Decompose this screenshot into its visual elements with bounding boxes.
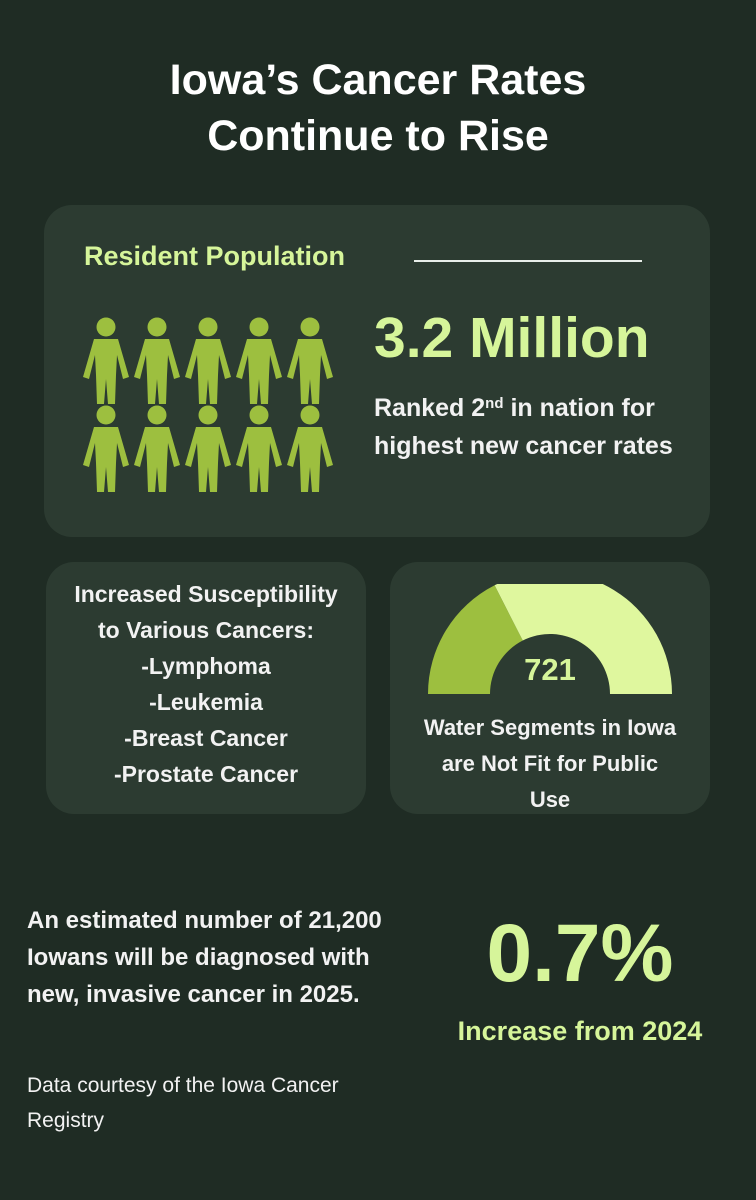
population-heading: Resident Population xyxy=(84,241,346,271)
cancer-list-item: -Prostate Cancer xyxy=(113,761,299,787)
people-icon-grid xyxy=(80,317,340,497)
rank-superscript: nd xyxy=(485,395,504,412)
person-icon xyxy=(236,405,282,492)
cancer-type-list: Increased Susceptibility to Various Cance… xyxy=(46,576,366,792)
gauge-filled-segment xyxy=(428,585,523,694)
person-icon xyxy=(236,317,282,404)
person-icon xyxy=(83,317,129,404)
gauge-icon xyxy=(428,584,672,694)
page-title: Iowa’s Cancer Rates Continue to Rise xyxy=(0,52,756,164)
person-icon xyxy=(134,405,180,492)
cancer-list-item: to Various Cancers: xyxy=(97,617,315,643)
heading-divider xyxy=(414,260,642,262)
water-card: 721 Water Segments in Iowa are Not Fit f… xyxy=(390,562,710,814)
person-icon xyxy=(287,317,333,404)
rank-statement: Ranked 2nd in nation for highest new can… xyxy=(374,389,704,465)
gauge-remaining-segment xyxy=(494,584,672,694)
cancer-list-item: Increased Susceptibility xyxy=(74,581,338,607)
person-icon xyxy=(287,405,333,492)
person-icon xyxy=(83,405,129,492)
title-line-1: Iowa’s Cancer Rates xyxy=(169,56,587,104)
water-description: Water Segments in Iowa are Not Fit for P… xyxy=(423,715,677,812)
cancer-list-item: -Breast Cancer xyxy=(124,725,288,751)
population-value: 3.2 Million xyxy=(374,306,650,370)
data-credit: Data courtesy of the Iowa Cancer Registr… xyxy=(27,1074,339,1132)
title-line-2: Continue to Rise xyxy=(207,112,549,160)
estimate-text: An estimated number of 21,200 Iowans wil… xyxy=(27,907,382,1008)
people-icons xyxy=(83,317,333,492)
water-segments-value: 721 xyxy=(524,652,576,687)
cancer-list-item: -Lymphoma xyxy=(141,653,271,679)
increase-value: 0.7% xyxy=(486,908,674,999)
rank-prefix: Ranked 2 xyxy=(374,394,486,422)
person-icon xyxy=(185,405,231,492)
cancer-list-item: -Leukemia xyxy=(149,689,263,715)
person-icon xyxy=(134,317,180,404)
population-card: Resident Population 3.2 Million Ranked 2… xyxy=(44,205,710,537)
increase-label: Increase from 2024 xyxy=(457,1016,703,1046)
susceptibility-card: Increased Susceptibility to Various Cance… xyxy=(46,562,366,814)
rank-suffix: in nation for highest new cancer rates xyxy=(374,394,673,460)
person-icon xyxy=(185,317,231,404)
